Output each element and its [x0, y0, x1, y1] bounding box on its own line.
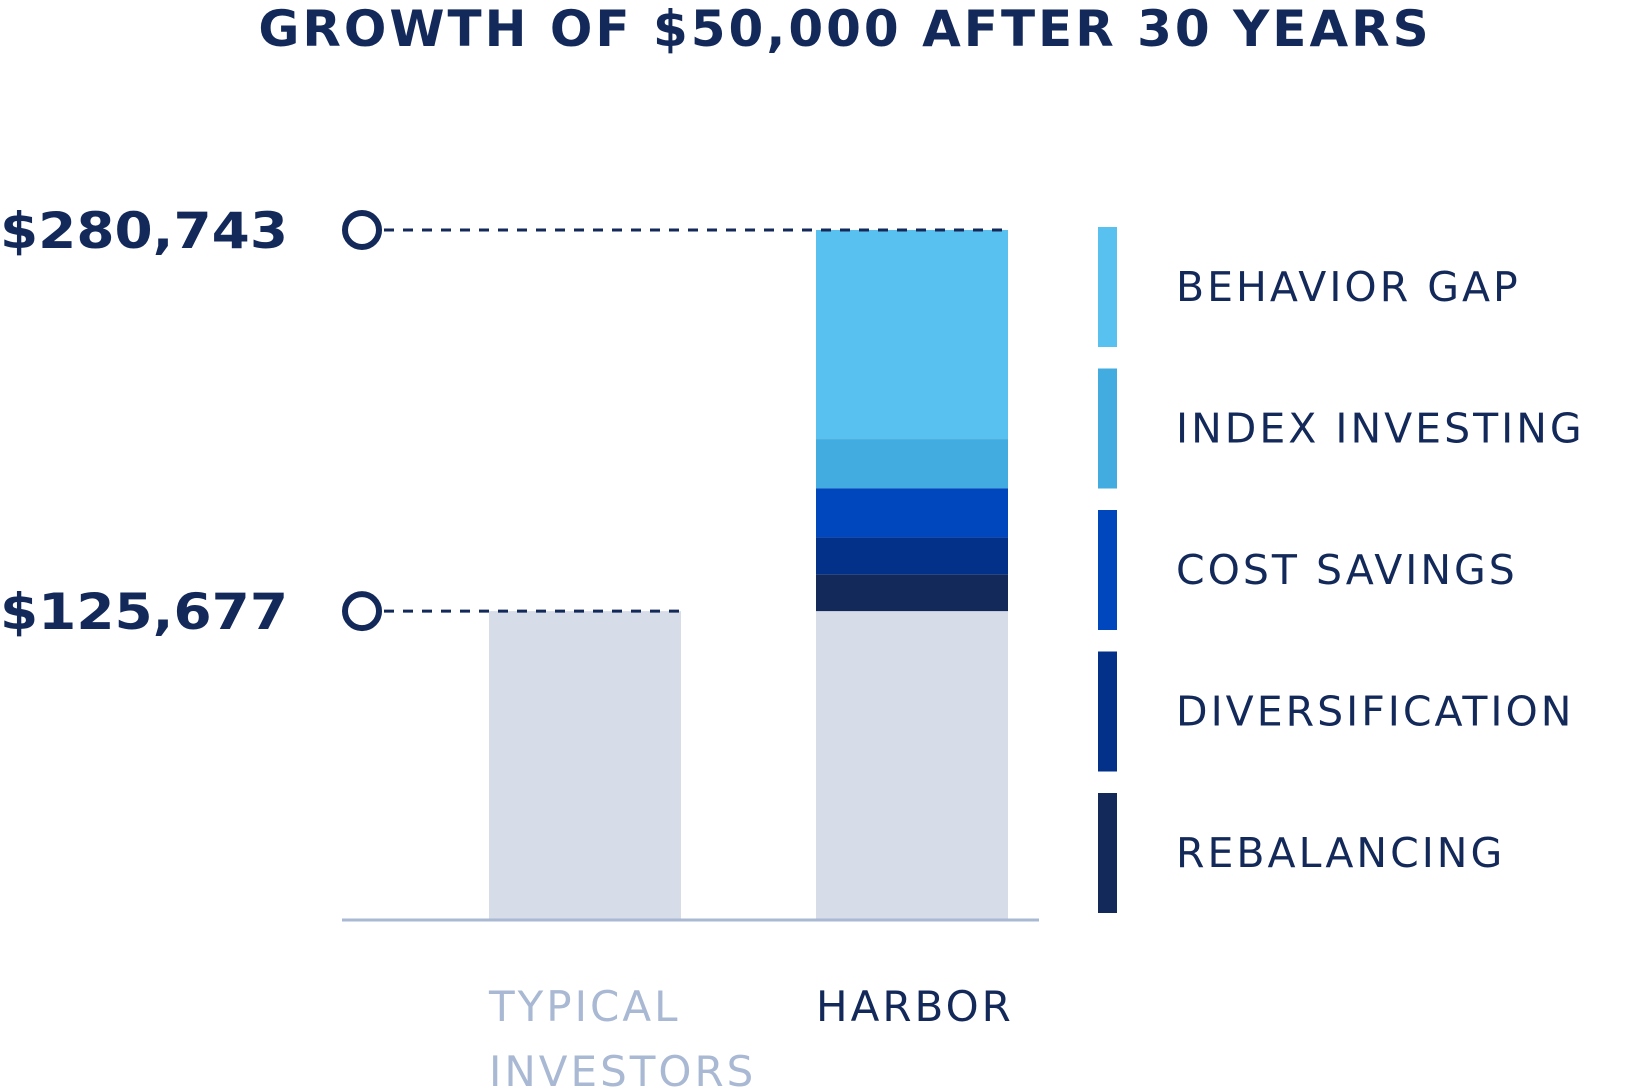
- legend-swatch-behavior-gap: [1098, 227, 1117, 347]
- reference-lines: $280,743 $125,677: [0, 202, 1008, 641]
- value-label-125677: $125,677: [0, 583, 288, 641]
- bar-segment-rebalancing-harbor: [816, 574, 1008, 612]
- category-label-typical-2: INVESTORS: [489, 1047, 756, 1092]
- legend-swatch-cost-savings: [1098, 510, 1117, 630]
- bar-segment-cost-savings-harbor: [816, 488, 1008, 538]
- bar-segment-diversification-harbor: [816, 537, 1008, 575]
- reference-marker-125677: [342, 591, 382, 632]
- legend-label-index-investing: INDEX INVESTING: [1176, 405, 1585, 453]
- category-label-harbor-1: HARBOR: [816, 982, 1014, 1031]
- reference-marker-280743: [342, 210, 382, 250]
- bars-layer: [489, 230, 1008, 920]
- legend-label-cost-savings: COST SAVINGS: [1176, 546, 1518, 594]
- category-labels: TYPICAL INVESTORS HARBOR: [488, 982, 1014, 1092]
- value-label-280743: $280,743: [0, 202, 288, 260]
- bar-base-typical: [489, 611, 681, 920]
- bar-segment-behavior-gap-harbor: [816, 230, 1008, 440]
- legend-swatch-index-investing: [1098, 368, 1117, 489]
- legend-swatch-rebalancing: [1098, 793, 1117, 913]
- legend-label-diversification: DIVERSIFICATION: [1176, 688, 1574, 736]
- bar-base-harbor: [816, 611, 1008, 920]
- category-label-typical-1: TYPICAL: [488, 982, 680, 1031]
- bar-segment-index-investing-harbor: [816, 439, 1008, 489]
- legend: BEHAVIOR GAP INDEX INVESTING COST SAVINGS D…: [1098, 227, 1585, 913]
- chart-title: GROWTH OF $50,000 AFTER 30 YEARS: [258, 0, 1431, 58]
- legend-swatch-diversification: [1098, 651, 1117, 772]
- legend-label-behavior-gap: BEHAVIOR GAP: [1176, 263, 1521, 311]
- legend-label-rebalancing: REBALANCING: [1176, 829, 1505, 877]
